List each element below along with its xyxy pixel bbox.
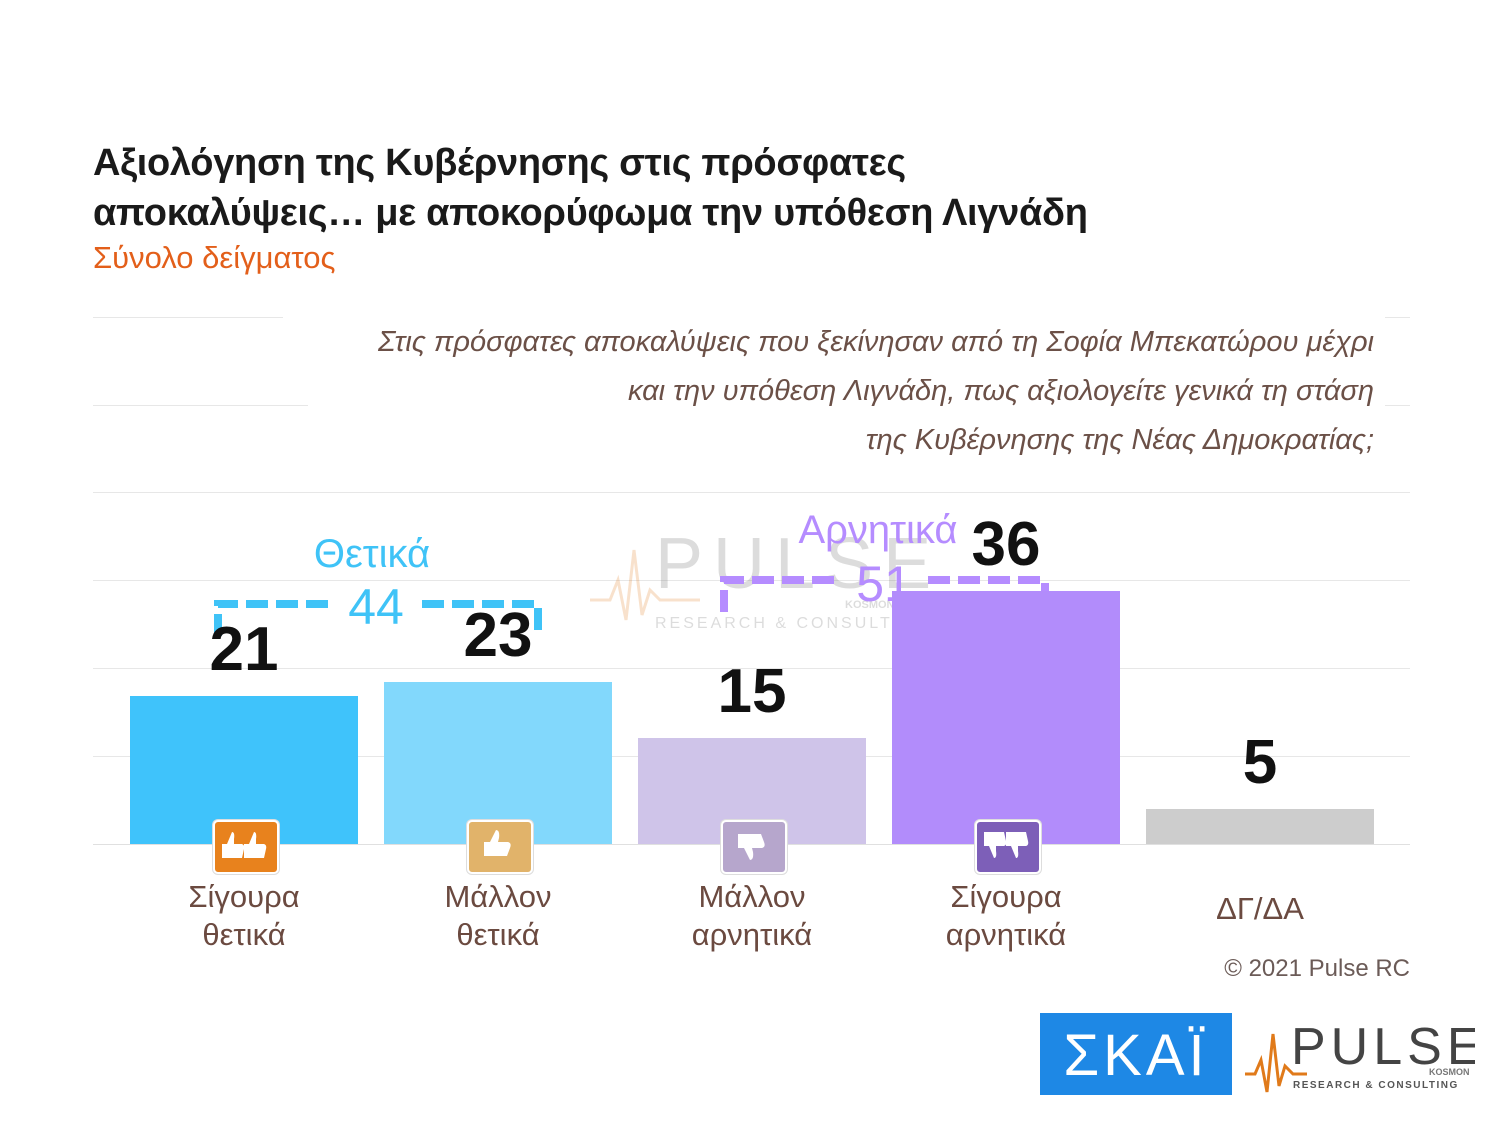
thumb-down-icon [721,820,787,874]
pulse-logo: PULSE KOSMON RESEARCH & CONSULTING [1245,1018,1475,1093]
bar-value-label: 5 [1242,727,1278,797]
category-label: Σίγουρα αρνητικά [892,878,1120,954]
bar [1146,808,1374,844]
skai-logo-mark: ΣΚΑΪ [1063,1023,1208,1088]
bar-value-label: 36 [971,509,1041,579]
category-label: Μάλλον αρνητικά [638,878,866,954]
gridline [93,317,283,318]
category-label-line: Μάλλον [444,879,552,914]
category-label-line: αρνητικά [691,917,813,952]
category-label-line: Σίγουρα [950,879,1062,914]
category-label-line: θετικά [202,917,286,952]
pulse-logo-tagline: RESEARCH & CONSULTING [1293,1080,1459,1091]
gridline [1385,405,1410,406]
bar [892,590,1120,844]
positive-group-value-text: 44 [348,579,404,635]
gridline [93,580,1410,581]
positive-group-value: 44 [328,578,424,636]
watermark-brand: PULSE [655,524,930,604]
negative-group-label: Αρνητικά [778,508,978,553]
question-line-3: της Κυβέρνησης της Νέας Δημοκρατίας; [865,424,1374,456]
gridline [93,405,308,406]
bar-value-label: 23 [463,601,533,671]
negative-group-label-text: Αρνητικά [798,508,958,552]
survey-question: Στις πρόσφατες αποκαλύψεις που ξεκίνησαν… [274,318,1374,465]
chart-subtitle: Σύνολο δείγματος [93,240,336,275]
category-label-line: ΔΓ/ΔΑ [1216,891,1304,926]
gridline [93,668,1410,669]
question-line-2: και την υπόθεση Λιγνάδη, πως αξιολογείτε… [627,375,1374,407]
category-label-line: Μάλλον [698,879,806,914]
bar-value-label: 21 [209,615,279,685]
positive-group-label: Θετικά [272,532,472,577]
question-line-1: Στις πρόσφατες αποκαλύψεις που ξεκίνησαν… [378,326,1374,358]
category-label: Σίγουρα θετικά [130,878,358,954]
bar [130,696,358,844]
watermark-sub: KOSMON [845,599,895,611]
pulse-watermark: PULSE KOSMON RESEARCH & CONSULTING [590,524,930,632]
two-thumbs-down-icon [975,820,1041,874]
watermark-tagline: RESEARCH & CONSULTING [655,615,930,632]
gridline [93,492,1410,493]
pulse-logo-text: PULSE [1291,1018,1475,1076]
chart-title-line-1: Αξιολόγηση της Κυβέρνησης στις πρόσφατες [93,142,906,184]
gridline [1385,317,1410,318]
positive-bracket [214,600,542,636]
chart-title: Αξιολόγηση της Κυβέρνησης στις πρόσφατες… [93,138,1193,238]
chart-title-line-2: αποκαλύψεις… με αποκορύφωμα την υπόθεση … [93,192,1088,234]
thumb-up-icon [467,820,533,874]
positive-group-label-text: Θετικά [313,532,431,576]
category-label: Μάλλον θετικά [384,878,612,954]
bar [384,682,612,844]
two-thumbs-up-icon [213,820,279,874]
bar-value-label: 15 [717,657,787,727]
pulse-logo-sub: KOSMON [1429,1067,1470,1077]
category-label-line: αρνητικά [945,917,1067,952]
category-label-line: θετικά [456,917,540,952]
skai-logo: ΣΚΑΪ [1040,1013,1232,1095]
skai-logo-text: ΣΚΑΪ [1063,1023,1208,1088]
category-label-line: Σίγουρα [188,879,300,914]
category-label: ΔΓ/ΔΑ [1146,890,1374,928]
copyright: © 2021 Pulse RC [1224,955,1410,982]
